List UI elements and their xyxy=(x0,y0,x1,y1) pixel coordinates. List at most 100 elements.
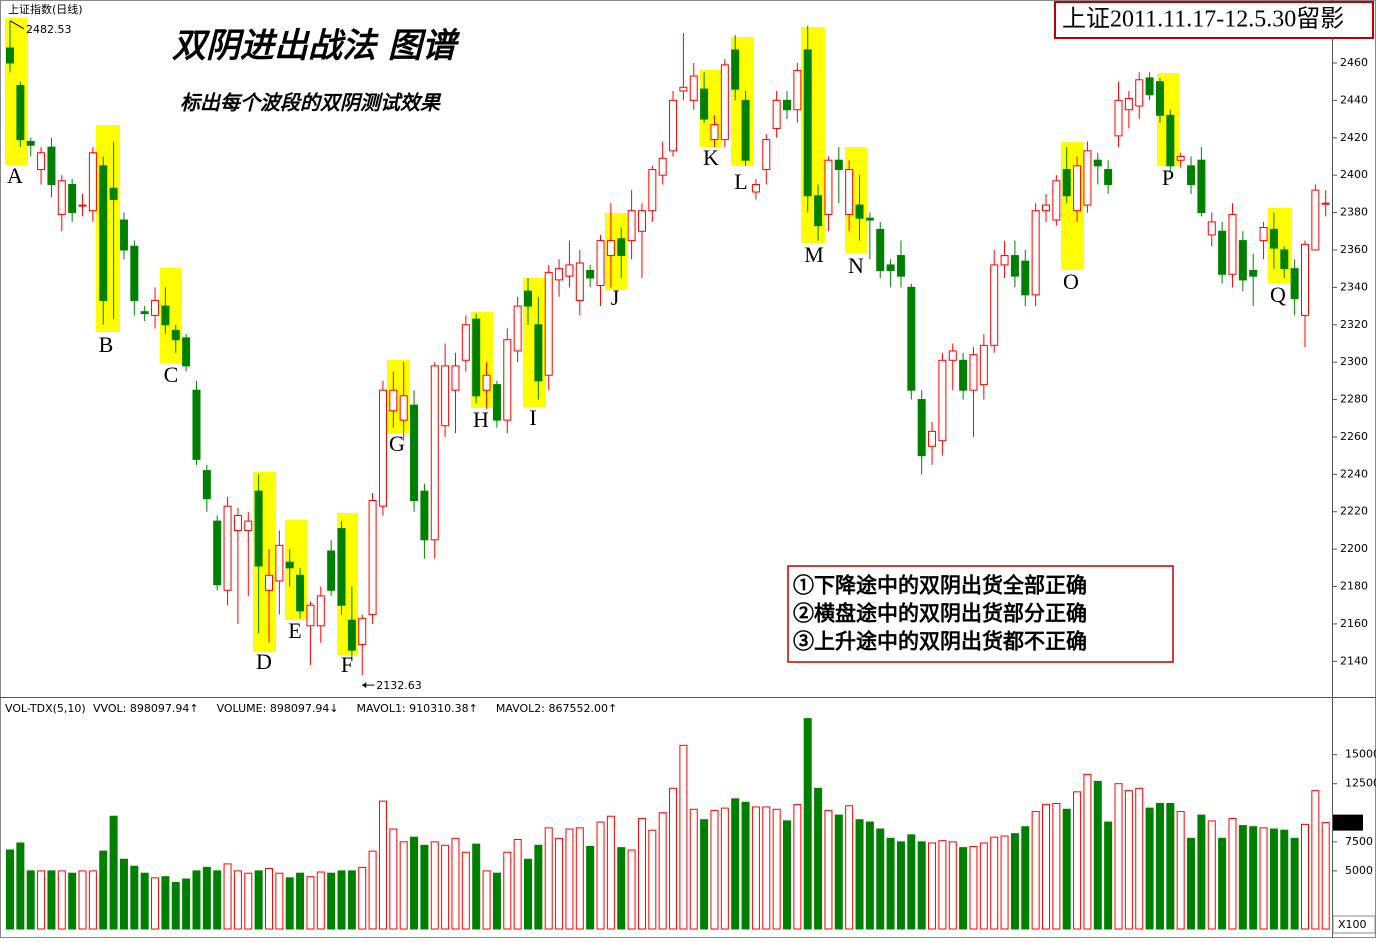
candle-body xyxy=(876,228,885,272)
candle-body xyxy=(948,350,957,361)
candle-body xyxy=(917,399,926,457)
wave-label: B xyxy=(99,332,114,357)
volume-bar xyxy=(1187,837,1196,930)
y-tick-label: 2380 xyxy=(1340,206,1368,219)
y-tick-label: 2260 xyxy=(1340,430,1368,443)
candle-body xyxy=(1124,97,1133,111)
stamp: 上证2011.11.17-12.5.30留影 xyxy=(1062,6,1344,33)
note-line: ③上升途中的双阴出货都不正确 xyxy=(793,629,1087,654)
volume-bar xyxy=(182,878,191,930)
candle-body xyxy=(1207,221,1216,236)
candle-body xyxy=(544,271,553,376)
volume-bar xyxy=(876,828,885,930)
volume-bar xyxy=(275,872,284,930)
y-tick-label: 2420 xyxy=(1340,131,1368,144)
volume-bar xyxy=(202,866,211,930)
volume-bar xyxy=(1280,829,1289,930)
candle-body xyxy=(78,204,87,207)
volume-bar xyxy=(793,804,802,930)
candle-body xyxy=(679,86,688,92)
y-tick-label: 2180 xyxy=(1340,580,1368,593)
candle-body xyxy=(1031,210,1040,296)
candle-body xyxy=(1187,165,1196,186)
volume-bar xyxy=(1197,814,1206,930)
wave-label: N xyxy=(848,253,864,278)
candle-body xyxy=(451,365,460,391)
candle-body xyxy=(306,604,315,627)
volume-bar xyxy=(772,808,781,930)
volume-bar xyxy=(57,870,66,930)
candle-body xyxy=(555,268,564,281)
candle-body xyxy=(783,99,791,111)
candle-body xyxy=(658,157,667,176)
candle-body xyxy=(151,299,160,316)
volume-bar xyxy=(814,787,823,930)
volume-bar xyxy=(420,844,429,930)
volume-bar xyxy=(6,849,14,930)
wave-label: O xyxy=(1063,269,1079,294)
volume-bar xyxy=(109,815,118,930)
volume-bar xyxy=(1073,791,1082,930)
candle-body xyxy=(637,210,646,232)
volume-bar xyxy=(555,837,564,930)
candle-body xyxy=(57,180,66,215)
volume-bar xyxy=(451,837,460,930)
volume-bar xyxy=(316,871,325,930)
candle-body xyxy=(1052,180,1061,221)
volume-bar xyxy=(1259,827,1268,930)
y-tick-label: 2300 xyxy=(1340,355,1368,368)
volume-bar xyxy=(130,865,139,930)
volume-bar xyxy=(751,806,760,930)
last-value-box xyxy=(1333,814,1363,831)
volume-bar xyxy=(306,876,315,930)
volume-bar xyxy=(513,838,522,930)
y-tick-label: 2160 xyxy=(1340,617,1368,630)
volume-bar xyxy=(1218,837,1227,930)
wave-label: P xyxy=(1162,165,1174,190)
volume-bar xyxy=(410,836,419,930)
y-tick-label: 2240 xyxy=(1340,467,1368,480)
volume-bar xyxy=(544,827,553,930)
candle-body xyxy=(223,505,232,591)
candle-body xyxy=(410,404,419,502)
candle-body xyxy=(834,159,843,171)
y-tick-label: 5000 xyxy=(1345,864,1373,877)
volume-bar xyxy=(669,787,678,930)
volume-bar xyxy=(907,834,916,930)
volume-bar xyxy=(337,870,346,930)
volume-bar xyxy=(1321,822,1330,930)
candle-body xyxy=(1301,243,1309,316)
volume-bar xyxy=(896,841,905,930)
candle-body xyxy=(1135,79,1144,107)
candle-body xyxy=(213,520,222,586)
candle-body xyxy=(1155,81,1164,116)
candle-body xyxy=(202,470,211,500)
volume-bar xyxy=(1052,802,1061,930)
candle-body xyxy=(130,245,139,301)
y-tick-label: 7500 xyxy=(1345,835,1373,848)
y-tick-label: 15000 xyxy=(1345,748,1376,761)
candle-body xyxy=(824,159,833,215)
volume-bar xyxy=(78,870,87,930)
volume-bar xyxy=(679,744,688,930)
volume-bar xyxy=(347,870,356,930)
wave-label: Q xyxy=(1270,282,1286,307)
volume-bar xyxy=(648,829,657,930)
volume-bar xyxy=(285,877,294,930)
candle-body xyxy=(772,99,781,129)
volume-bar xyxy=(959,847,968,930)
candle-body xyxy=(814,195,823,227)
candle-body xyxy=(171,329,180,341)
candle-body xyxy=(378,389,387,507)
volume-bar xyxy=(606,815,615,930)
wave-label: M xyxy=(804,242,824,267)
volume-bar xyxy=(979,842,988,930)
volume-bar xyxy=(1021,826,1030,930)
volume-bar xyxy=(700,819,709,930)
candle-body xyxy=(88,152,97,212)
volume-bar xyxy=(1176,811,1185,930)
wave-label: E xyxy=(288,618,301,643)
candle-body xyxy=(233,514,242,531)
volume-bar xyxy=(586,845,595,930)
